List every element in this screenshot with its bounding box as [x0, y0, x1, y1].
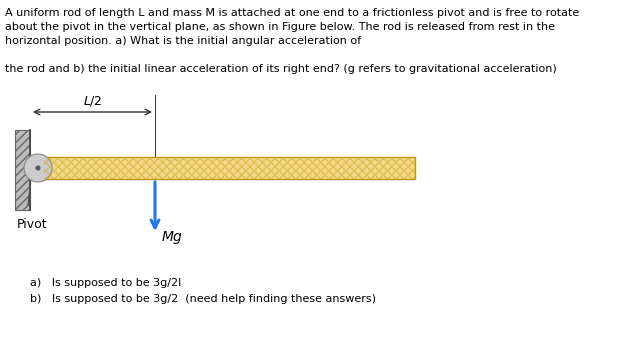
Text: the rod and b) the initial linear acceleration of its right end? (g refers to gr: the rod and b) the initial linear accele…	[5, 64, 557, 74]
Circle shape	[36, 166, 40, 170]
Text: b)   Is supposed to be 3g/2  (need help finding these answers): b) Is supposed to be 3g/2 (need help fin…	[30, 294, 376, 304]
Text: $Mg$: $Mg$	[161, 229, 183, 246]
Text: $L/2$: $L/2$	[83, 94, 102, 108]
Bar	[44, 157, 415, 179]
Bar	[15, 130, 30, 210]
Text: A uniform rod of length L and mass M is attached at one end to a frictionless pi: A uniform rod of length L and mass M is …	[5, 8, 579, 18]
Text: about the pivot in the vertical plane, as shown in Figure below. The rod is rele: about the pivot in the vertical plane, a…	[5, 22, 555, 32]
Bar	[44, 157, 415, 179]
Text: Pivot: Pivot	[17, 218, 47, 231]
Text: a)   Is supposed to be 3g/2l: a) Is supposed to be 3g/2l	[30, 278, 181, 288]
Circle shape	[24, 154, 52, 182]
Text: horizontal position. a) What is the initial angular acceleration of: horizontal position. a) What is the init…	[5, 36, 361, 46]
